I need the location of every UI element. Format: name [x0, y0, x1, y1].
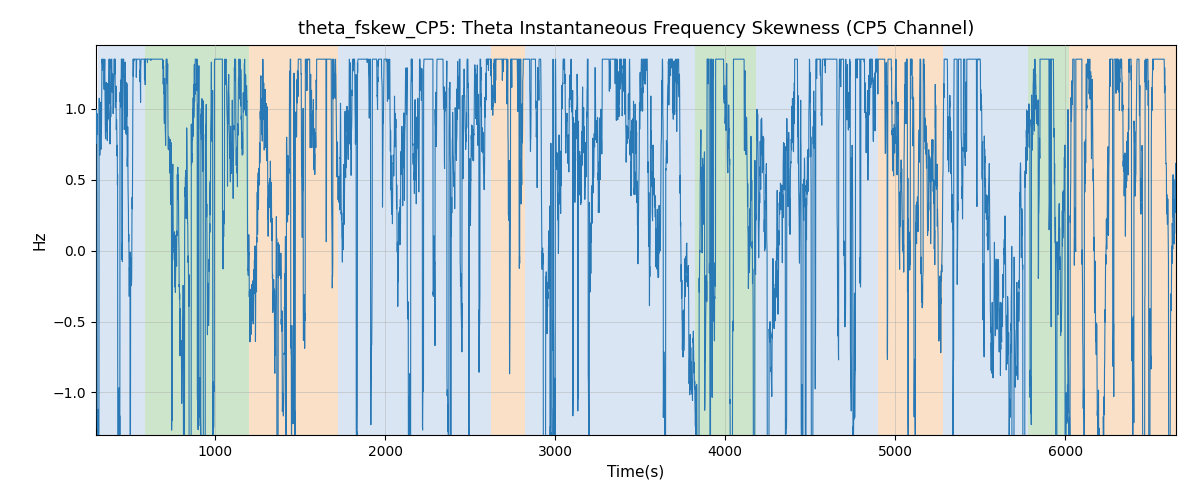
Title: theta_fskew_CP5: Theta Instantaneous Frequency Skewness (CP5 Channel): theta_fskew_CP5: Theta Instantaneous Fre… — [298, 20, 974, 38]
Bar — [1069, 45, 1176, 435]
Y-axis label: Hz: Hz — [32, 230, 47, 250]
Bar — [145, 45, 250, 435]
Bar — [250, 45, 337, 435]
Bar — [1028, 45, 1069, 435]
Bar — [756, 45, 878, 435]
Bar — [337, 45, 491, 435]
Bar — [491, 45, 524, 435]
Bar — [943, 45, 1028, 435]
X-axis label: Time(s): Time(s) — [607, 464, 665, 479]
Bar — [878, 45, 943, 435]
Bar — [524, 45, 695, 435]
Bar — [97, 45, 145, 435]
Bar — [695, 45, 756, 435]
